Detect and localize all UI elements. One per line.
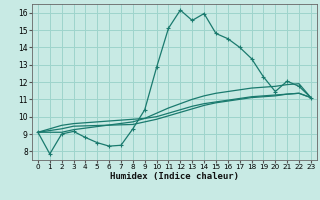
X-axis label: Humidex (Indice chaleur): Humidex (Indice chaleur): [110, 172, 239, 181]
